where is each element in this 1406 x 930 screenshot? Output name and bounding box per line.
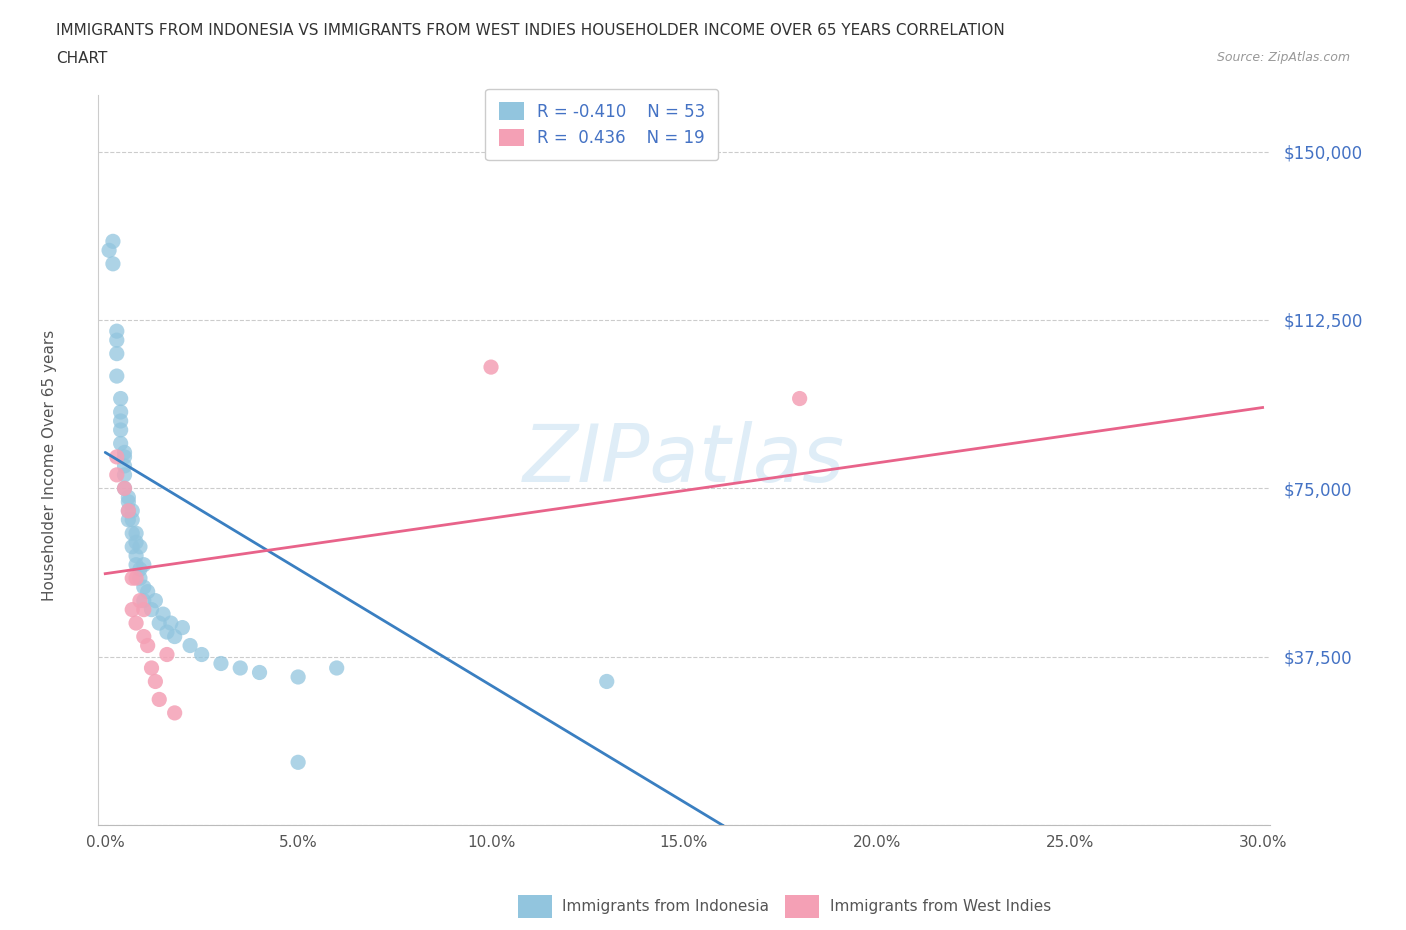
Point <box>596 674 619 689</box>
Point <box>110 422 132 437</box>
Point <box>163 629 186 644</box>
Point <box>129 593 152 608</box>
Point <box>141 660 163 675</box>
Point <box>287 755 309 770</box>
Text: CHART: CHART <box>56 51 108 66</box>
Point <box>145 674 167 689</box>
Point <box>209 656 232 671</box>
Point <box>132 629 155 644</box>
Point <box>114 458 136 473</box>
Text: Householder Income Over 65 years: Householder Income Over 65 years <box>42 329 56 601</box>
Point <box>156 647 179 662</box>
Point <box>117 503 139 518</box>
Point <box>121 525 143 540</box>
Point <box>121 602 143 617</box>
Point <box>129 562 152 577</box>
Point <box>121 512 143 527</box>
Point <box>121 539 143 554</box>
Point <box>98 243 121 258</box>
Point <box>105 324 128 339</box>
Point <box>159 616 181 631</box>
Point <box>114 449 136 464</box>
Point <box>105 449 128 464</box>
Text: ZIPatlas: ZIPatlas <box>523 421 845 499</box>
Point <box>121 503 143 518</box>
Point <box>132 593 155 608</box>
Point <box>117 512 139 527</box>
Point <box>117 503 139 518</box>
Point <box>172 620 194 635</box>
Point <box>117 490 139 505</box>
Point <box>125 549 148 564</box>
Point <box>148 692 170 707</box>
Point <box>125 616 148 631</box>
Point <box>114 481 136 496</box>
Point <box>125 571 148 586</box>
Point <box>114 468 136 483</box>
Point <box>132 602 155 617</box>
Point <box>141 602 163 617</box>
Text: IMMIGRANTS FROM INDONESIA VS IMMIGRANTS FROM WEST INDIES HOUSEHOLDER INCOME OVER: IMMIGRANTS FROM INDONESIA VS IMMIGRANTS … <box>56 23 1005 38</box>
Point <box>110 405 132 419</box>
Point <box>152 606 174 621</box>
Point <box>114 481 136 496</box>
Point <box>156 625 179 640</box>
Point <box>479 360 502 375</box>
Point <box>125 557 148 572</box>
Point <box>110 436 132 451</box>
Point <box>101 234 124 249</box>
Point <box>114 445 136 459</box>
Point <box>129 539 152 554</box>
Point <box>105 368 128 383</box>
Point <box>110 414 132 429</box>
Legend: R = -0.410    N = 53, R =  0.436    N = 19: R = -0.410 N = 53, R = 0.436 N = 19 <box>485 89 718 161</box>
Point <box>179 638 201 653</box>
Point <box>132 579 155 594</box>
Point <box>132 557 155 572</box>
Point <box>789 392 811 406</box>
Point <box>229 660 252 675</box>
Point <box>145 593 167 608</box>
Point <box>190 647 212 662</box>
Point <box>287 670 309 684</box>
Point <box>110 392 132 406</box>
Point <box>101 257 124 272</box>
Point <box>105 333 128 348</box>
Point <box>136 584 159 599</box>
Point <box>121 571 143 586</box>
Point <box>125 525 148 540</box>
Point <box>163 706 186 721</box>
Text: Immigrants from Indonesia: Immigrants from Indonesia <box>562 899 769 914</box>
Point <box>129 571 152 586</box>
Point <box>105 346 128 361</box>
Point <box>148 616 170 631</box>
Text: Immigrants from West Indies: Immigrants from West Indies <box>830 899 1050 914</box>
Point <box>136 638 159 653</box>
Point <box>325 660 347 675</box>
Point <box>105 468 128 483</box>
Point <box>125 535 148 550</box>
Point <box>117 495 139 510</box>
Point <box>249 665 271 680</box>
Text: Source: ZipAtlas.com: Source: ZipAtlas.com <box>1216 51 1350 64</box>
